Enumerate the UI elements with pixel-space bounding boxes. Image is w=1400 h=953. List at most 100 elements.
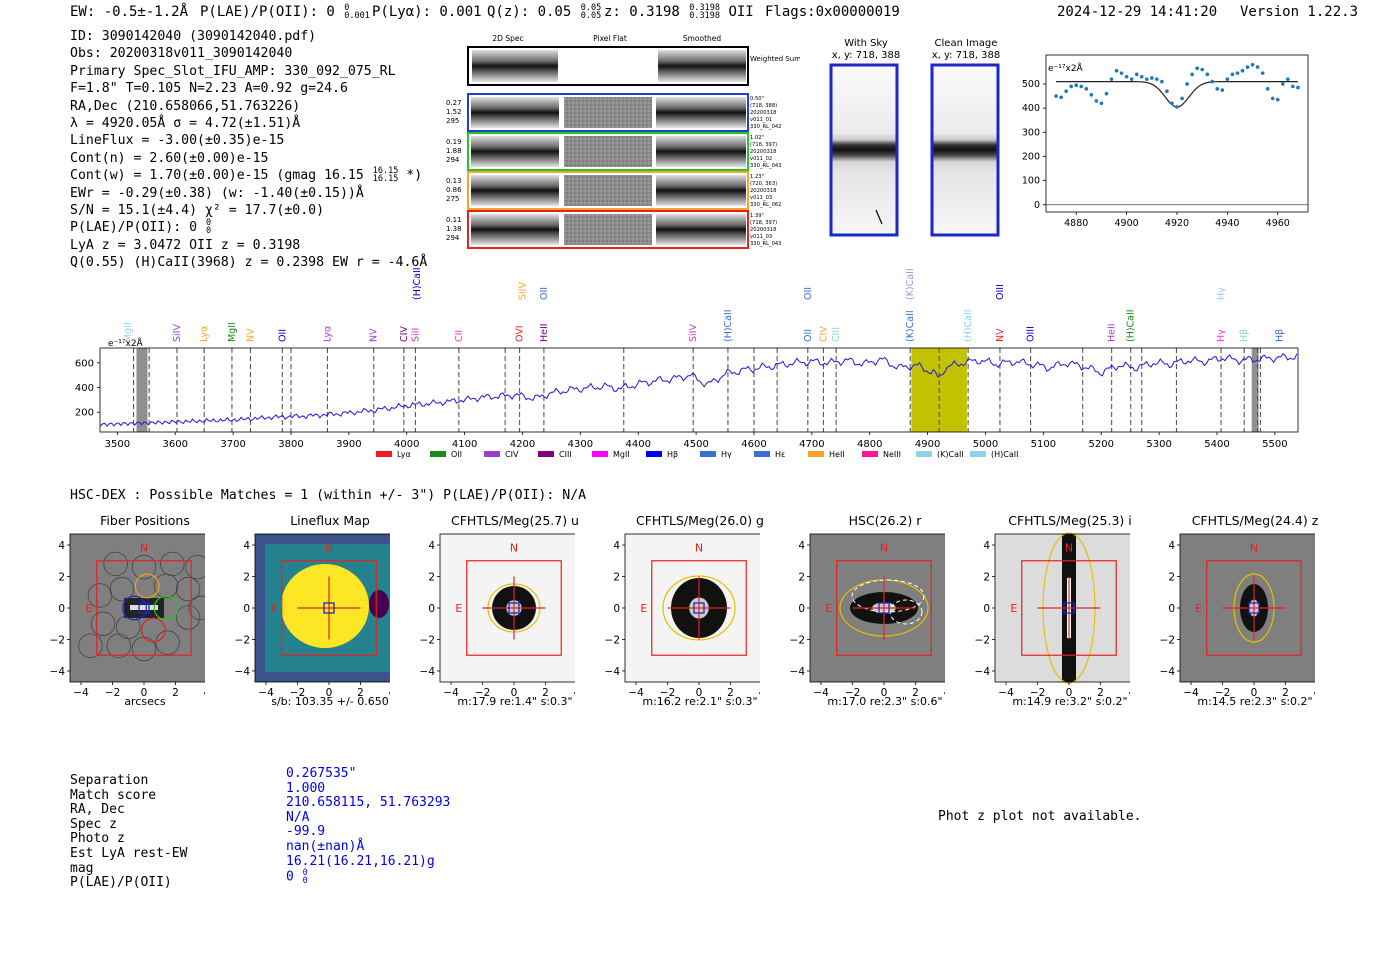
cutout-ytick-label: 0 <box>613 603 620 615</box>
detection-info: ID: 3090142040 (3090142040.pdf) Obs: 202… <box>70 28 427 271</box>
cutout-ytick-label: 0 <box>58 603 65 615</box>
zoom-data-point <box>1099 101 1104 106</box>
cutout-ytick-label: −4 <box>1160 666 1176 678</box>
header-z-label: z: 0.3198 <box>604 4 680 20</box>
zoom-data-point <box>1260 71 1265 75</box>
fiber-info: 1.39" <box>750 213 764 219</box>
photz-note: Phot z plot not available. <box>938 809 1142 824</box>
legend-swatch <box>430 451 446 457</box>
fiber-ring <box>185 554 205 580</box>
spectrum-xtick-label: 3700 <box>220 439 245 450</box>
zoom-data-point <box>1089 93 1094 97</box>
fiber-stat: 0.11 <box>446 216 462 224</box>
spectrum-xtick-label: 4700 <box>799 439 824 450</box>
cutout-ytick-label: 2 <box>613 572 620 584</box>
north-label: N <box>1250 541 1258 554</box>
spectrum-xtick-label: 4400 <box>626 439 651 450</box>
line-id-label: SiII <box>410 328 421 342</box>
zoom-data-point <box>1129 77 1134 81</box>
cutout-xtick-label: −4 <box>73 687 89 698</box>
line-id-label: SiIV <box>172 324 183 342</box>
zoom-data-point <box>1175 105 1179 109</box>
east-label: E <box>1195 602 1202 615</box>
cutout-caption: m:17.0 re:2.3" s:0.6" <box>827 695 943 708</box>
zoom-data-point <box>1250 62 1255 67</box>
info-contw: Cont(w) = 1.70(±0.00)e-15 (gmag 16.15 16… <box>70 166 423 185</box>
cutout-xtick-label: 4 <box>1129 687 1130 698</box>
zoom-data-point <box>1210 79 1215 84</box>
line-id-label: (H)CaII <box>1126 309 1137 342</box>
line-id-label: SiIV <box>688 324 699 342</box>
line-id-label: OIII <box>995 284 1006 300</box>
fiber-info: 330_RL_042 <box>750 124 782 130</box>
line-id-label: OII <box>277 329 288 342</box>
zoom-data-point <box>1275 97 1280 102</box>
zoom-data-point <box>1225 77 1230 81</box>
cutout-ytick-label: −4 <box>605 666 621 678</box>
zoom-data-point <box>1286 77 1290 81</box>
cutout-xtick-label: 2 <box>912 687 919 698</box>
fiber-info: 20200318 <box>750 149 776 155</box>
with-sky-image <box>829 63 899 237</box>
fiber-pixel-flat <box>564 97 652 128</box>
fiber-info: v011_02 <box>750 156 772 162</box>
cutout-fiber-plot: N E −4 −4 −2 −2 0 0 2 2 4 4 <box>50 533 205 698</box>
match-value: 210.658115, 51.763293 <box>286 795 451 811</box>
clean-title: Clean Image <box>934 38 998 49</box>
fiber-stat: 1.88 <box>446 147 462 155</box>
legend-swatch <box>538 451 554 457</box>
zoom-data-point <box>1104 91 1109 96</box>
match-labels: Separation Match score RA, Dec Spec z Ph… <box>70 773 188 891</box>
line-id-label: Hγ <box>1216 287 1227 300</box>
info-ewr: EWr = -0.29(±0.38) (w: -1.40(±0.15))Å <box>70 185 364 201</box>
sky-panels <box>829 63 1000 237</box>
fiber-smoothed <box>656 214 746 245</box>
header-qz-frac: 0.05 0.05 <box>580 3 602 21</box>
spectrum-xtick-label: 5000 <box>973 439 998 450</box>
line-id-label: SiIV <box>517 282 528 300</box>
cutout-ytick-label: 0 <box>798 603 805 615</box>
masked-band <box>1251 348 1259 432</box>
cutout-xtick-label: 4 <box>389 687 390 698</box>
center-marker <box>693 602 705 614</box>
zoom-data-point <box>1281 82 1285 86</box>
legend-label: NeIII <box>883 450 901 459</box>
cutout-ytick-label: −2 <box>420 634 435 646</box>
cutout-caption: m:17.9 re:1.4" s:0.3" <box>457 695 573 708</box>
cutout-i-plot: N E −4 −4 −2 −2 0 0 2 2 4 4 <box>975 532 1130 698</box>
cutout-ytick-label: 0 <box>243 603 250 615</box>
cutout-ytick-label: 2 <box>983 572 990 584</box>
fiber-ring <box>131 554 157 580</box>
cutout-ytick-label: 4 <box>243 540 250 552</box>
legend-swatch <box>916 451 932 457</box>
cutout-xtick-label: −2 <box>1030 687 1045 698</box>
fiber-ring <box>160 551 185 577</box>
zoom-data-point <box>1094 99 1099 103</box>
zoom-data-point <box>1059 95 1063 100</box>
line-id-label: OVI <box>515 325 526 342</box>
search-box <box>466 560 562 656</box>
fiber-ring-blue <box>122 595 147 621</box>
line-id-label: Hβ <box>1274 329 1285 342</box>
line-id-label: OII <box>539 287 550 300</box>
match-label: Est LyA rest-EW <box>70 845 188 861</box>
north-label: N <box>695 541 703 554</box>
info-fparams: F=1.8" T=0.105 N=2.23 A=0.92 g=24.6 <box>70 81 348 97</box>
hsc-dex-title: HSC-DEX : Possible Matches = 1 (within +… <box>70 488 587 503</box>
cutout-xtick-label: −4 <box>813 687 829 698</box>
with-sky-title: With Sky <box>844 38 888 49</box>
cutout-ytick-label: 2 <box>58 572 65 584</box>
cutout-title: CFHTLS/Meg(25.7) u <box>451 513 579 528</box>
spectrum-xtick-label: 4900 <box>915 439 940 450</box>
line-id-label: Lyα <box>199 326 210 342</box>
legend-swatch <box>754 451 770 457</box>
cutout-xtick-label: −2 <box>290 687 305 698</box>
spectrum-trace <box>99 352 1298 427</box>
line-id-label: MgII <box>123 322 134 342</box>
spectrum-xtick-label: 5300 <box>1146 439 1171 450</box>
zoom-data-point <box>1064 89 1068 94</box>
fiber-ring <box>175 576 201 602</box>
zoom-data-point <box>1160 79 1164 84</box>
cutout-xtick-label: 0 <box>326 687 333 698</box>
